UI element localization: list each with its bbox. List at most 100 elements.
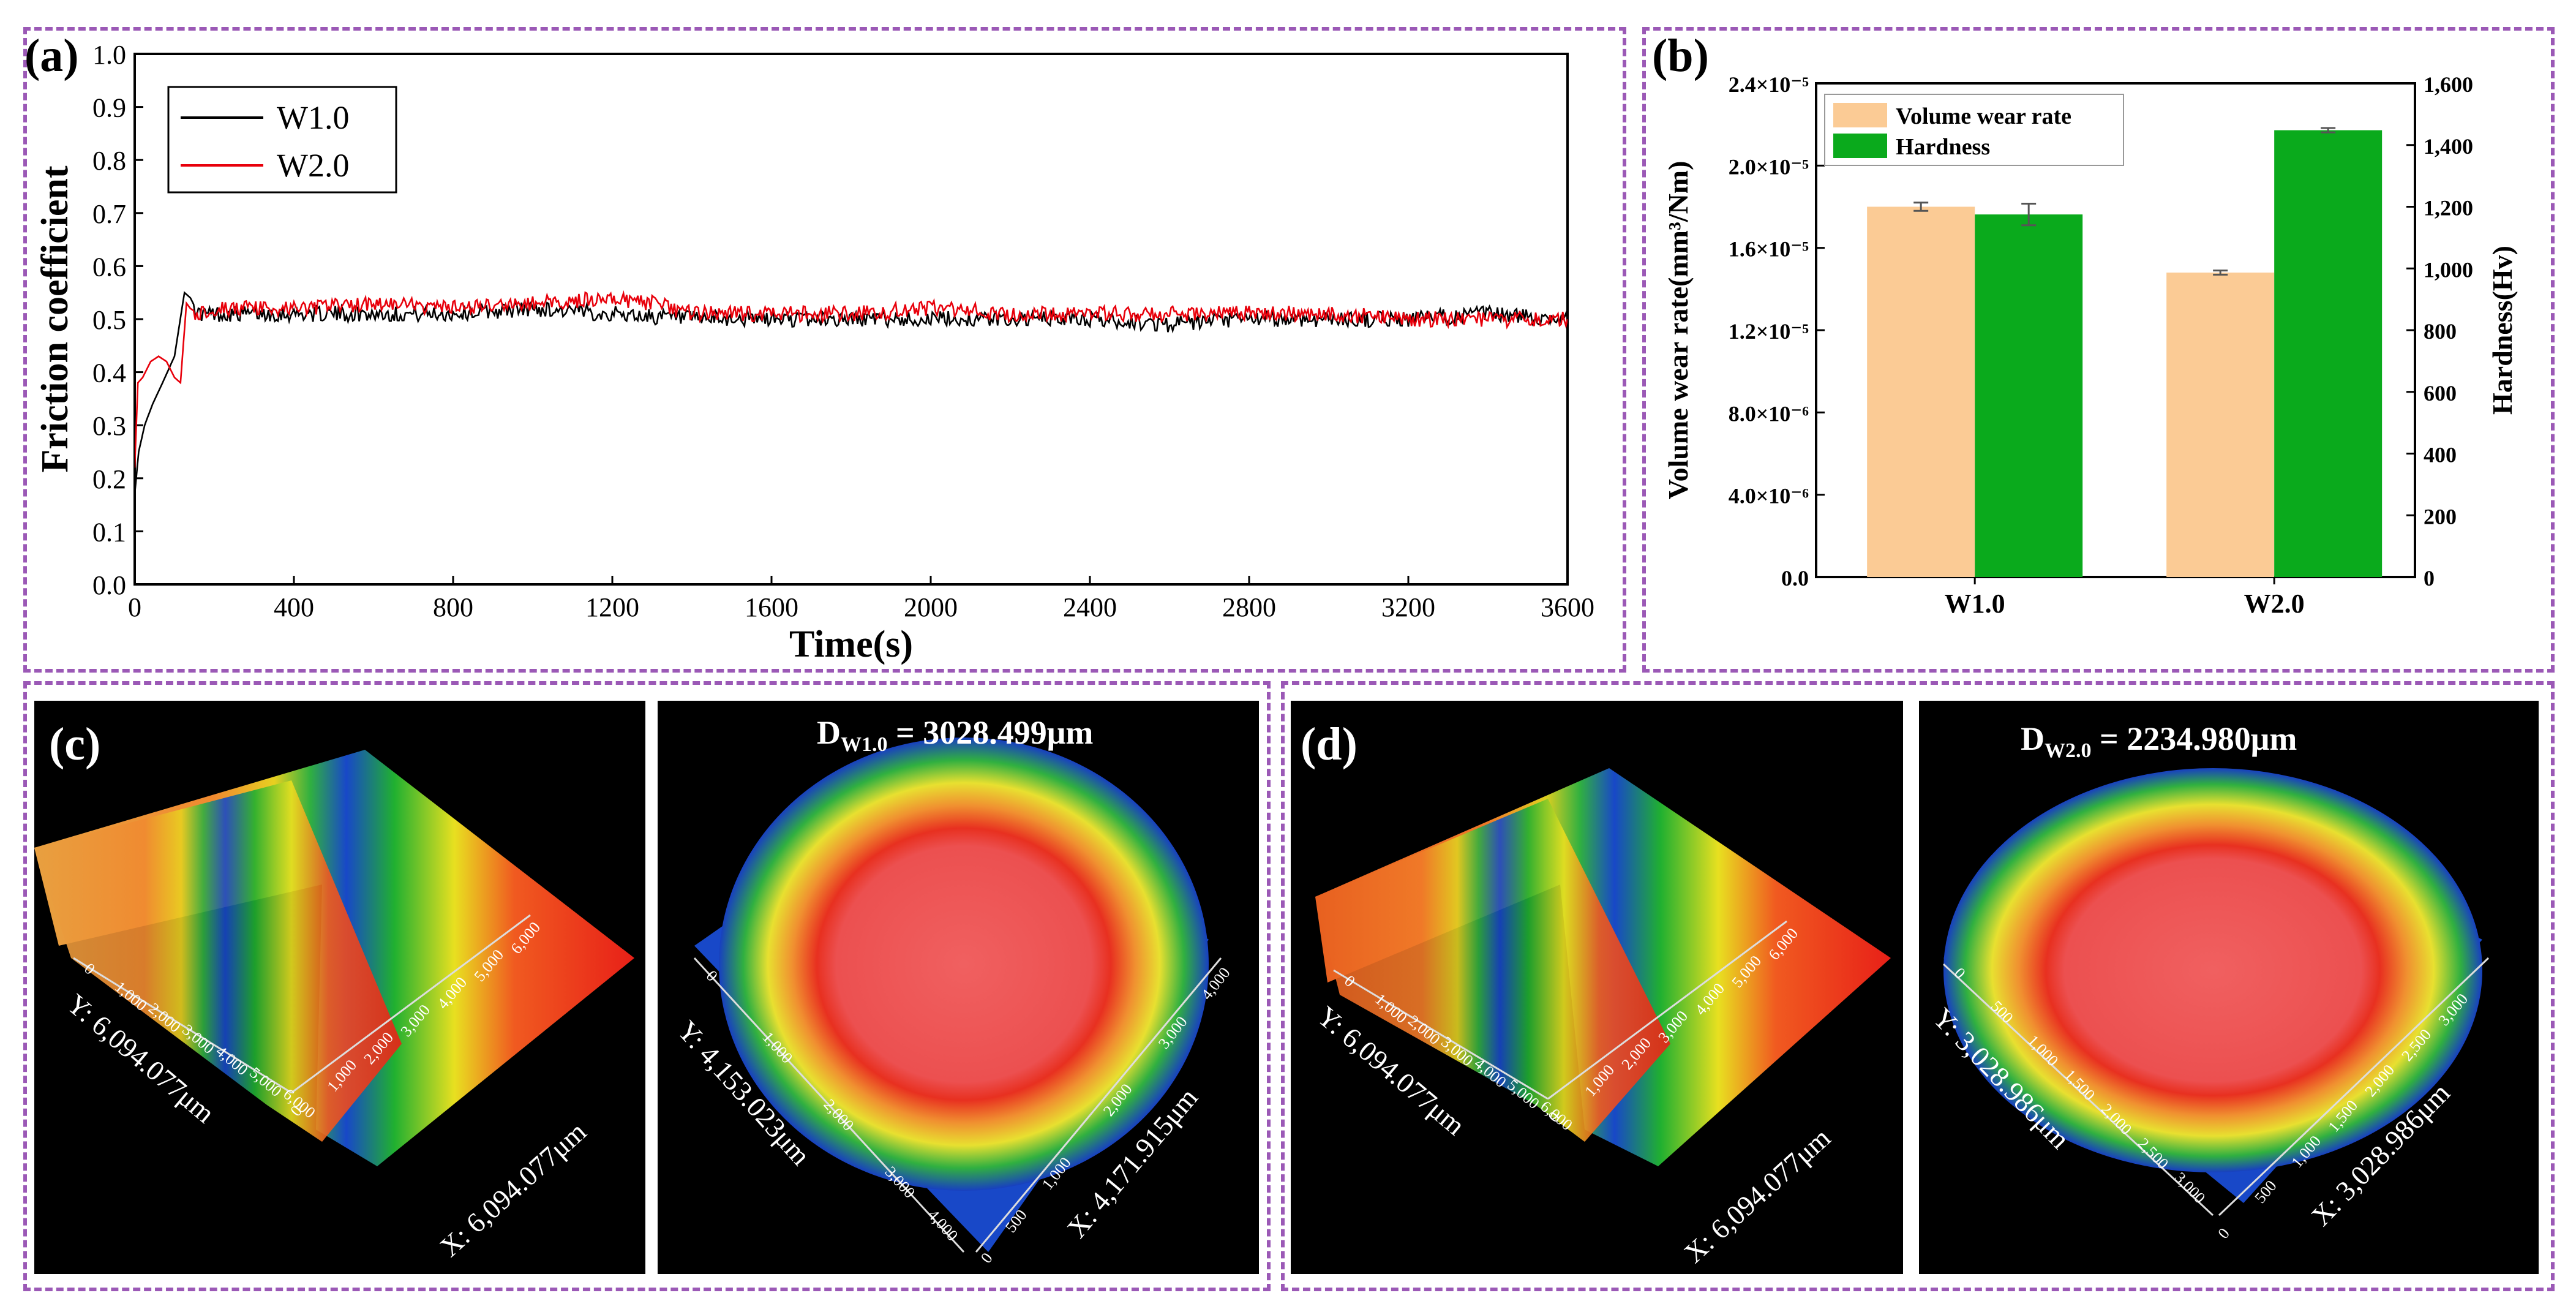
- wear-track-surface-left: [1315, 799, 1670, 1142]
- diameter-label: DW1.0 = 3028.499μm: [817, 714, 1093, 756]
- diameter-subscript: W1.0: [841, 733, 888, 756]
- x-axis-line: [1547, 920, 1787, 1100]
- left-tick-label: 8.0×10⁻⁶: [1729, 401, 1809, 426]
- frame-panel-c: [23, 681, 1271, 1291]
- legend-label-w10: W1.0: [277, 99, 349, 136]
- diameter-prefix: D: [817, 714, 841, 751]
- wear-hardness-chart: (b) 0.0 4.0×10⁻⁶ 8.0×10⁻⁶ 1.2×10⁻⁵ 1.6×10⁻⁵ 2…: [1652, 30, 2518, 619]
- y-axis-line: [693, 957, 965, 1253]
- y-tick-label: 0.9: [92, 93, 126, 123]
- right-tick-label: 1,400: [2424, 134, 2473, 159]
- legend-label-w20: W2.0: [277, 147, 349, 184]
- right-tick-label: 800: [2424, 319, 2457, 344]
- diameter-prefix: D: [2021, 720, 2045, 757]
- x-tick-label: 2800: [1222, 592, 1276, 622]
- x-tick-0: 0: [2214, 1224, 2233, 1242]
- panel-c-label: (c): [49, 719, 100, 770]
- x-tick-label: 400: [274, 592, 314, 622]
- y-axis-line: [1942, 963, 2214, 1217]
- panel-b-label: (b): [1652, 30, 1709, 81]
- x-axis-label: Time(s): [789, 624, 913, 665]
- bar-wear-w10: [1867, 206, 1975, 577]
- left-tick-label: 1.6×10⁻⁵: [1729, 237, 1809, 262]
- x-axis-line: [975, 957, 1222, 1253]
- bars: [1867, 127, 2383, 577]
- right-tick-label: 400: [2424, 443, 2457, 467]
- x-tick-label: 1600: [745, 592, 798, 622]
- frame-panel-d: [1281, 681, 2555, 1291]
- wear-scar-surface: [719, 737, 1209, 1191]
- x-axis-label: X: 6,094.077μm: [1678, 1122, 1837, 1269]
- right-tick-label: 1,600: [2424, 72, 2473, 97]
- y-axis-label: Friction coefficient: [34, 165, 76, 472]
- y-axis-ticks: 0.0 0.1 0.2 0.3 0.4 0.5 0.6 0.7 0.8 0.9 1.0: [92, 40, 143, 600]
- y-tick-label: 0.4: [92, 358, 126, 388]
- diameter-label: DW2.0 = 2234.980μm: [2021, 720, 2297, 762]
- frame-panel-b: [1642, 27, 2555, 673]
- y-tick-label: 0.6: [92, 252, 126, 282]
- right-tick-label: 1,200: [2424, 196, 2473, 221]
- x-tick-label: 1200: [585, 592, 639, 622]
- left-tick-label: 2.0×10⁻⁵: [1729, 154, 1809, 179]
- panel-a-label: (a): [24, 30, 79, 81]
- right-axis-ticks: 0 200 400 600 800 1,000 1,200 1,400 1,600: [2406, 72, 2473, 590]
- x-axis-line: [2218, 957, 2490, 1217]
- x-ticks: 0 1,000 2,000 3,000 4,000 5,000 6,000: [1544, 924, 1801, 1125]
- legend-label-hardness: Hardness: [1896, 134, 1990, 160]
- wear-track-surface-left: [34, 780, 402, 1142]
- y-tick-label: 0.8: [92, 146, 126, 176]
- y-tick-label: 0.5: [92, 305, 126, 335]
- category-label: W2.0: [2244, 589, 2305, 619]
- x-tick-label: 0: [128, 592, 141, 622]
- right-tick-label: 1,000: [2424, 257, 2473, 282]
- left-tick-label: 0.0: [1781, 566, 1809, 590]
- bar-hardness-w10: [1975, 214, 2083, 577]
- left-tick-label: 4.0×10⁻⁶: [1729, 484, 1809, 508]
- right-tick-label: 0: [2424, 566, 2435, 590]
- bar-hardness-w20: [2274, 130, 2383, 577]
- legend-swatch-wear: [1833, 103, 1887, 127]
- wear-track-3d-image-d: Y: 6,094.077μm X: 6,094.077μm 0 1,000 2,…: [1291, 701, 1903, 1274]
- y-tick-label: 0.1: [92, 517, 126, 547]
- x-axis-ticks: 0 400 800 1200 1600 2000 2400 2800 3200 3600: [128, 576, 1594, 622]
- right-tick-label: 200: [2424, 504, 2457, 529]
- x-axis-label: X: 6,094.077μm: [434, 1115, 593, 1262]
- y-tick-label: 0.7: [92, 199, 126, 229]
- y-tick-6: 3,000: [2171, 1169, 2209, 1207]
- y-axis-line: [73, 957, 292, 1094]
- diameter-value: = 2234.980μm: [2092, 720, 2297, 757]
- category-label: W1.0: [1945, 589, 2005, 619]
- x-tick-label: 2000: [904, 592, 958, 622]
- diameter-subscript: W2.0: [2045, 739, 2092, 762]
- x-tick-label: 2400: [1063, 592, 1117, 622]
- y-axis-line: [1333, 969, 1549, 1100]
- right-tick-label: 600: [2424, 381, 2457, 406]
- y-tick-label: 0.0: [92, 570, 126, 600]
- wear-scar-3d-image-c: DW1.0 = 3028.499μm Y: 4,153.023μm X: 4,1…: [658, 701, 1259, 1274]
- diameter-value: = 3028.499μm: [888, 714, 1094, 751]
- y-tick-label: 0.2: [92, 464, 126, 494]
- frame-panel-a: [23, 27, 1626, 673]
- right-axis-label: Hardness(Hv): [2487, 246, 2518, 415]
- friction-chart: (a) 0.0 0.1 0.2 0.3 0.4 0.5 0.6 0.7 0.8 0.9 1.0 0 4…: [24, 30, 1594, 665]
- left-tick-label: 2.4×10⁻⁵: [1729, 72, 1809, 97]
- left-axis-ticks: 0.0 4.0×10⁻⁶ 8.0×10⁻⁶ 1.2×10⁻⁵ 1.6×10⁻⁵ 2.0×1…: [1729, 72, 1825, 590]
- wear-scar-3d-image-d: DW2.0 = 2234.980μm Y: 3,028.986μm X: 3,0…: [1919, 701, 2539, 1274]
- left-tick-label: 1.2×10⁻⁵: [1729, 319, 1809, 344]
- legend: Volume wear rate Hardness: [1824, 94, 2124, 166]
- x-tick-label: 800: [433, 592, 473, 622]
- legend-label-wear: Volume wear rate: [1896, 104, 2071, 129]
- y-tick-label: 0.3: [92, 411, 126, 441]
- wear-scar-surface: [1943, 768, 2482, 1172]
- panel-d-label: (d): [1301, 719, 1357, 770]
- bar-wear-w20: [2166, 272, 2275, 577]
- series-lines: [135, 290, 1568, 494]
- y-tick-label: 1.0: [92, 40, 126, 70]
- legend: W1.0 W2.0: [167, 86, 397, 194]
- legend-swatch-hardness: [1833, 134, 1887, 158]
- legend-box: [167, 86, 397, 194]
- category-labels: W1.0 W2.0: [1945, 577, 2305, 619]
- series-line-w20: [135, 290, 1568, 468]
- wear-track-3d-image-c: Y: 6,094.077μm X: 6,094.077μm 0 1,000 2,…: [34, 701, 645, 1274]
- x-tick-label: 3600: [1541, 592, 1594, 622]
